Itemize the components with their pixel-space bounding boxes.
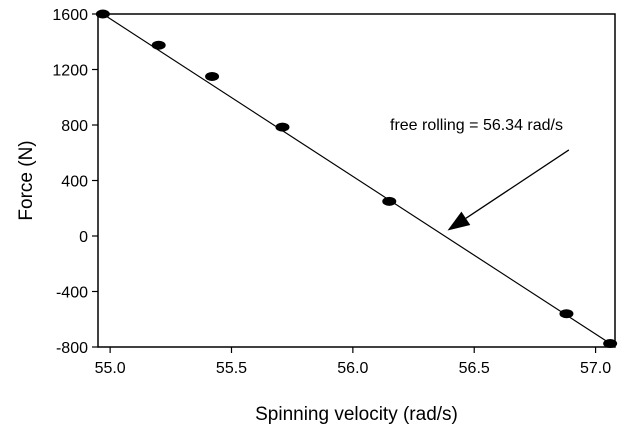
x-tick-label: 55.0: [95, 360, 126, 377]
data-point: [205, 71, 220, 81]
annotation-arrow-shaft: [465, 149, 570, 219]
x-axis-title: Spinning velocity (rad/s): [255, 404, 458, 425]
y-tick-label: 400: [61, 174, 88, 191]
x-tick-label: 55.5: [216, 360, 247, 377]
fit-line-group: [102, 13, 611, 345]
y-tick-label: -800: [56, 340, 88, 357]
y-tick-label: 1200: [52, 63, 88, 80]
annotation-group: free rolling = 56.34 rad/s: [390, 117, 570, 231]
data-point: [275, 122, 290, 132]
y-tick-label: 800: [61, 118, 88, 135]
plot-frame: [97, 13, 616, 348]
y-tick-label: 0: [79, 229, 88, 246]
x-tick-label: 56.0: [337, 360, 368, 377]
y-tick-label: -400: [56, 285, 88, 302]
data-point: [559, 309, 574, 319]
data-point: [382, 196, 397, 206]
axis-ticks: -800 -400 0 400 800 1200 1600 55.0 55.5 56.0 56.5 5…: [52, 7, 611, 377]
data-point: [603, 339, 618, 349]
y-axis-title: Force (N): [16, 140, 37, 220]
data-point: [95, 9, 110, 19]
y-tick-label: 1600: [52, 7, 88, 24]
x-tick-label: 56.5: [459, 360, 490, 377]
annotation-arrow-head: [447, 211, 471, 231]
data-point: [151, 40, 166, 50]
annotation-text: free rolling = 56.34 rad/s: [390, 117, 563, 134]
fit-line: [102, 13, 611, 345]
x-tick-label: 57.0: [580, 360, 611, 377]
data-points: [95, 9, 618, 349]
